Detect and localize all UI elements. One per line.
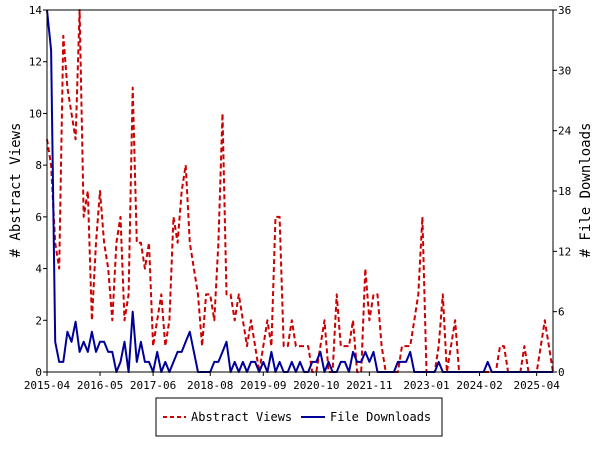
right-tick-label: 30	[558, 64, 571, 77]
left-tick-label: 8	[35, 159, 42, 172]
right-tick-label: 18	[558, 185, 571, 198]
right-axis-title: # File Downloads	[578, 123, 594, 258]
left-tick-label: 12	[29, 56, 42, 69]
legend-label-abstract-views: Abstract Views	[191, 410, 292, 424]
right-tick-label: 24	[558, 125, 572, 138]
plot-area	[47, 10, 553, 372]
right-tick-label: 0	[558, 366, 565, 379]
right-y-axis: 0 6 12 18 24 30 36	[553, 4, 572, 379]
x-tick-label: 2015-04	[24, 379, 71, 392]
x-tick-label: 2025-04	[513, 379, 560, 392]
left-tick-label: 14	[29, 4, 43, 17]
x-tick-label: 2023-01	[403, 379, 449, 392]
right-tick-label: 12	[558, 245, 571, 258]
left-tick-label: 6	[35, 211, 42, 224]
left-tick-label: 2	[35, 314, 42, 327]
left-axis-title: # Abstract Views	[8, 123, 24, 258]
x-tick-label: 2020-10	[293, 379, 339, 392]
legend-box	[155, 397, 443, 437]
x-tick-label: 2017-06	[130, 379, 176, 392]
legend: Abstract Views File Downloads	[155, 397, 443, 437]
x-tick-label: 2021-11	[346, 379, 392, 392]
left-tick-label: 4	[35, 263, 42, 276]
x-axis: 2015-04 2016-05 2017-06 2018-08 2019-09 2020-…	[24, 372, 560, 392]
x-tick-label: 2019-09	[240, 379, 286, 392]
plot-background	[47, 10, 553, 372]
x-tick-label: 2024-02	[456, 379, 502, 392]
right-tick-label: 36	[558, 4, 571, 17]
left-tick-label: 0	[35, 366, 42, 379]
left-tick-label: 10	[29, 107, 42, 120]
right-tick-label: 6	[558, 306, 565, 319]
x-tick-label: 2016-05	[77, 379, 123, 392]
legend-label-file-downloads: File Downloads	[330, 410, 431, 424]
x-tick-label: 2018-08	[187, 379, 233, 392]
left-y-axis: 0 2 4 6 8 10 12 14	[29, 4, 47, 379]
